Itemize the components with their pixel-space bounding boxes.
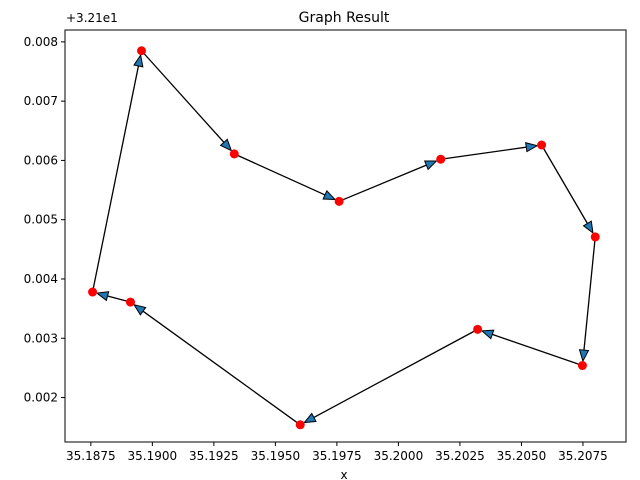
chart-title: Graph Result bbox=[299, 10, 390, 26]
edge-arrowhead bbox=[423, 160, 438, 171]
graph-edge bbox=[440, 142, 539, 160]
y-axis-offset-label: +3.21e1 bbox=[66, 11, 118, 25]
x-tick-label: 35.1925 bbox=[189, 449, 239, 463]
graph-edge bbox=[541, 144, 594, 235]
x-axis: 35.1875 35.1900 35.1925 35.1950 35.1975 35.20… bbox=[66, 442, 608, 463]
edge-line bbox=[583, 236, 596, 351]
graph-node bbox=[577, 361, 587, 371]
edge-arrowhead bbox=[133, 303, 147, 316]
graph-node bbox=[473, 324, 483, 334]
edge-arrowhead bbox=[480, 329, 495, 340]
y-tick-label: 0.004 bbox=[24, 272, 58, 286]
y-axis: 0.002 0.003 0.004 0.005 0.006 0.007 0.008 bbox=[24, 35, 65, 405]
graph-node bbox=[295, 420, 305, 430]
edge-line bbox=[492, 333, 583, 367]
graph-node bbox=[590, 232, 600, 242]
edge-arrowhead bbox=[133, 53, 144, 68]
x-tick-label: 35.1900 bbox=[128, 449, 178, 463]
edge-line bbox=[234, 153, 326, 196]
graph-edge bbox=[303, 328, 478, 424]
edge-line bbox=[141, 50, 225, 143]
nodes-layer bbox=[88, 46, 600, 430]
edge-arrowhead bbox=[578, 349, 590, 363]
graph-edge bbox=[91, 53, 144, 293]
y-tick-label: 0.007 bbox=[24, 94, 58, 108]
edge-arrowhead bbox=[219, 138, 233, 152]
graph-edge bbox=[578, 236, 596, 363]
y-tick-label: 0.005 bbox=[24, 213, 58, 227]
x-axis-label: x bbox=[340, 468, 347, 480]
x-tick-label: 35.1875 bbox=[66, 449, 116, 463]
graph-edge bbox=[141, 50, 233, 152]
graph-edge bbox=[338, 160, 438, 202]
x-tick-label: 35.2075 bbox=[558, 449, 608, 463]
graph-node bbox=[125, 297, 135, 307]
graph-node bbox=[436, 154, 446, 164]
graph-edge bbox=[133, 303, 301, 426]
edge-line bbox=[142, 310, 301, 426]
plot-area bbox=[64, 29, 627, 443]
graph-node bbox=[88, 287, 98, 297]
graph-node bbox=[137, 46, 147, 56]
edge-arrowhead bbox=[525, 142, 539, 153]
edge-line bbox=[440, 146, 527, 160]
edge-line bbox=[541, 144, 588, 224]
x-tick-label: 35.2000 bbox=[374, 449, 424, 463]
graph-node bbox=[229, 149, 239, 159]
edge-line bbox=[91, 65, 140, 293]
graph-edge bbox=[234, 153, 337, 201]
edge-arrowhead bbox=[322, 189, 337, 201]
y-tick-label: 0.002 bbox=[24, 391, 58, 405]
graph-edge bbox=[480, 329, 583, 367]
edges-layer bbox=[91, 50, 596, 426]
x-tick-label: 35.1950 bbox=[251, 449, 301, 463]
edge-arrowhead bbox=[582, 220, 594, 235]
graph-node bbox=[334, 196, 344, 206]
graph-node bbox=[537, 140, 547, 150]
edge-arrowhead bbox=[303, 412, 317, 424]
y-tick-label: 0.008 bbox=[24, 35, 58, 49]
y-tick-label: 0.003 bbox=[24, 331, 58, 345]
x-tick-label: 35.2025 bbox=[435, 449, 485, 463]
y-tick-label: 0.006 bbox=[24, 153, 58, 167]
edge-arrowhead bbox=[95, 291, 110, 302]
edge-line bbox=[338, 164, 427, 202]
x-tick-label: 35.2050 bbox=[497, 449, 547, 463]
x-tick-label: 35.1975 bbox=[312, 449, 362, 463]
edge-line bbox=[313, 328, 478, 419]
